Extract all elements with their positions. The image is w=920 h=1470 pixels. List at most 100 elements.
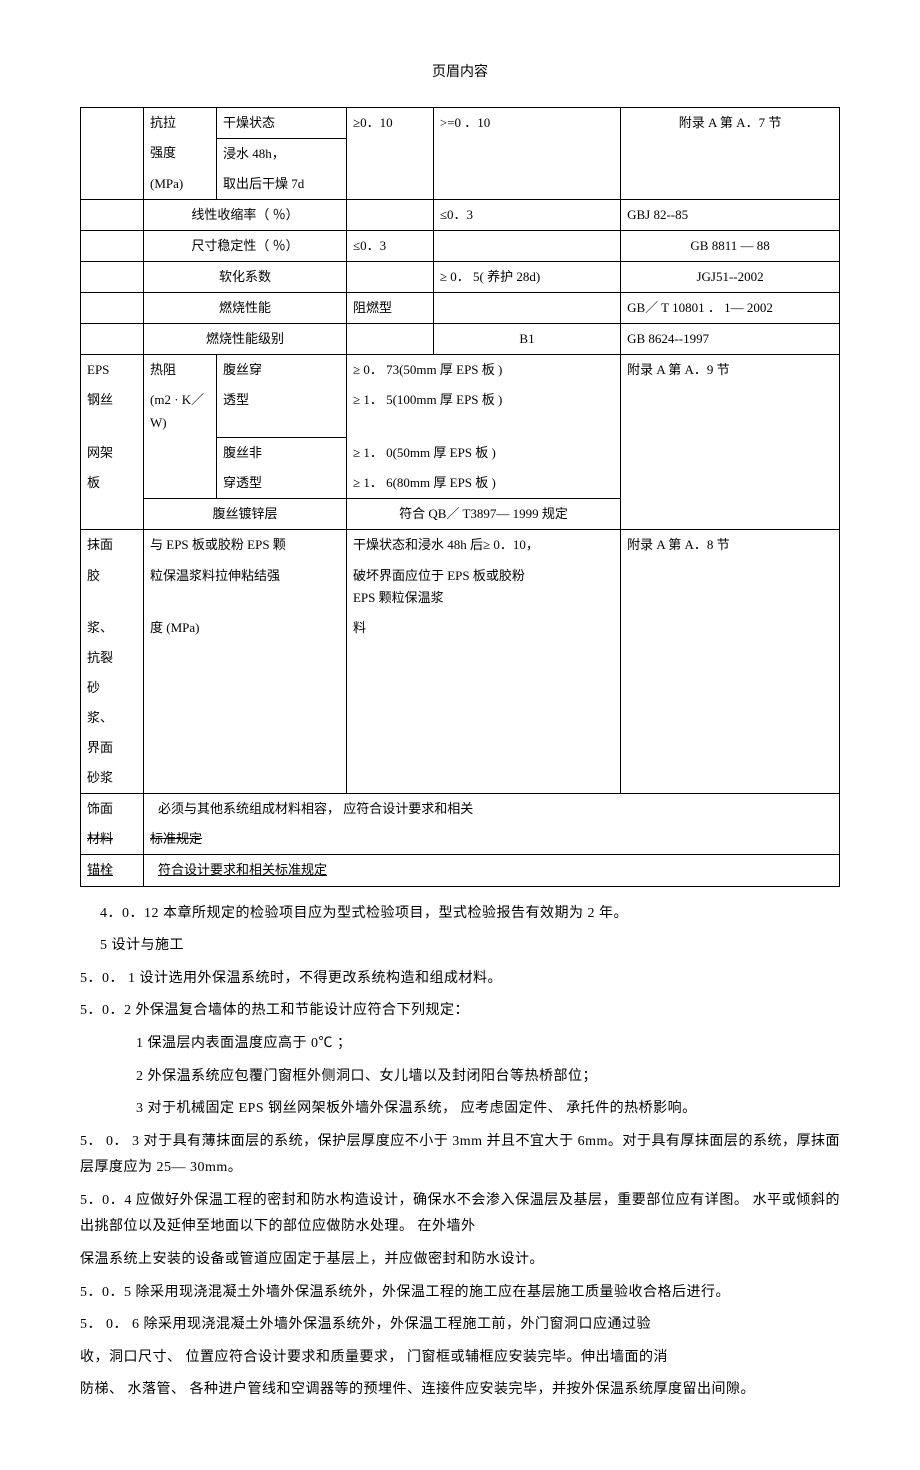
- paragraph: 5．0． 1 设计选用外保温系统时，不得更改系统构造和组成材料。: [80, 966, 840, 993]
- cell: [144, 673, 347, 703]
- spec-table: 抗拉 干燥状态 ≥0．10 >=0 ．10 附录 A 第 A．7 节 强度 浸水…: [80, 107, 840, 887]
- table-row: 腹丝镀锌层 符合 QB／ T3897— 1999 规定: [81, 499, 840, 530]
- table-row: 钢丝 (m2 · K／ W) 透型 ≥ 1． 5(100mm 厚 EPS 板 ): [81, 385, 840, 437]
- cell: >=0 ．10: [433, 107, 620, 138]
- cell: [81, 138, 144, 169]
- cell: [621, 438, 840, 469]
- cell: [346, 169, 433, 200]
- paragraph: 保温系统上安装的设备或管道应固定于基层上，并应做密封和防水设计。: [80, 1247, 840, 1274]
- cell: 符合设计要求和相关标准规定: [144, 855, 840, 886]
- paragraph: 收，洞口尺寸、 位置应符合设计要求和质量要求， 门窗框或辅框应安装完毕。伸出墙面…: [80, 1345, 840, 1372]
- table-row: 板 穿透型 ≥ 1． 6(80mm 厚 EPS 板 ): [81, 468, 840, 499]
- cell: 抗裂: [81, 643, 144, 673]
- cell: 标准规定: [144, 824, 840, 855]
- cell: 干燥状态: [217, 107, 347, 138]
- cell: [144, 438, 217, 469]
- paragraph: 4．0．12 本章所规定的检验项目应为型式检验项目，型式检验报告有效期为 2 年…: [80, 901, 840, 928]
- cell: 尺寸稳定性（ ％）: [144, 230, 347, 261]
- cell: 胶: [81, 561, 144, 613]
- table-row: 尺寸稳定性（ ％） ≤0．3 GB 8811 — 88: [81, 230, 840, 261]
- cell: 网架: [81, 438, 144, 469]
- cell: [346, 733, 620, 763]
- paragraph: 5．0．5 除采用现浇混凝土外墙外保温系统外，外保温工程的施工应在基层施工质量验…: [80, 1280, 840, 1307]
- cell: 材料: [81, 824, 144, 855]
- cell: GBJ 82--85: [621, 199, 840, 230]
- cell: [621, 763, 840, 794]
- table-row: 材料 标准规定: [81, 824, 840, 855]
- cell: 强度: [144, 138, 217, 169]
- cell: 燃烧性能: [144, 293, 347, 324]
- cell: 符合 QB／ T3897— 1999 规定: [346, 499, 620, 530]
- cell: [81, 230, 144, 261]
- cell: [144, 733, 347, 763]
- paragraph: 5 设计与施工: [80, 933, 840, 960]
- table-row: EPS 热阻 腹丝穿 ≥ 0． 73(50mm 厚 EPS 板 ) 附录 A 第…: [81, 355, 840, 386]
- cell: GB／ T 10801 ． 1— 2002: [621, 293, 840, 324]
- table-row: 强度 浸水 48h，: [81, 138, 840, 169]
- cell: [621, 613, 840, 643]
- table-row: 网架 腹丝非 ≥ 1． 0(50mm 厚 EPS 板 ): [81, 438, 840, 469]
- paragraph: 5．0．4 应做好外保温工程的密封和防水构造设计，确保水不会渗入保温层及基层，重…: [80, 1188, 840, 1241]
- cell: 钢丝: [81, 385, 144, 437]
- cell: 浆、: [81, 613, 144, 643]
- paragraph: 5． 0． 6 除采用现浇混凝土外墙外保温系统外，外保温工程施工前，外门窗洞口应…: [80, 1312, 840, 1339]
- cell: 腹丝镀锌层: [144, 499, 347, 530]
- cell: [346, 763, 620, 794]
- cell: 饰面: [81, 794, 144, 825]
- cell: ≥ 1． 0(50mm 厚 EPS 板 ): [346, 438, 620, 469]
- cell: [81, 199, 144, 230]
- cell: 度 (MPa): [144, 613, 347, 643]
- cell: [81, 169, 144, 200]
- cell: [621, 643, 840, 673]
- paragraph: 2 外保温系统应包覆门窗框外侧洞口、女儿墙以及封闭阳台等热桥部位；: [80, 1064, 840, 1091]
- cell: 腹丝穿: [217, 355, 347, 386]
- cell: [621, 138, 840, 169]
- table-row: 抗裂: [81, 643, 840, 673]
- cell: 抹面: [81, 530, 144, 561]
- cell: GB 8624--1997: [621, 324, 840, 355]
- table-row: 胶 粒保温浆料拉伸粘结强 破坏界面应位于 EPS 板或胶粉 EPS 颗粒保温浆: [81, 561, 840, 613]
- table-row: (MPa) 取出后干燥 7d: [81, 169, 840, 200]
- cell: 附录 A 第 A．9 节: [621, 355, 840, 386]
- cell: ≥0．10: [346, 107, 433, 138]
- cell: 线性收缩率（ ％）: [144, 199, 347, 230]
- cell: [621, 733, 840, 763]
- page-container: 页眉内容 抗拉 干燥状态 ≥0．10 >=0 ．10 附录 A 第 A．7 节 …: [0, 0, 920, 1470]
- cell: [144, 763, 347, 794]
- cell: 软化系数: [144, 262, 347, 293]
- cell: ≥ 1． 6(80mm 厚 EPS 板 ): [346, 468, 620, 499]
- cell: 粒保温浆料拉伸粘结强: [144, 561, 347, 613]
- cell: ≤0．3: [346, 230, 433, 261]
- cell: 附录 A 第 A．7 节: [621, 107, 840, 138]
- cell: ≤0．3: [433, 199, 620, 230]
- cell: [81, 499, 144, 530]
- cell: 必须与其他系统组成材料相容， 应符合设计要求和相关: [144, 794, 840, 825]
- cell: ≥ 0． 73(50mm 厚 EPS 板 ): [346, 355, 620, 386]
- table-row: 燃烧性能级别 B1 GB 8624--1997: [81, 324, 840, 355]
- cell: 破坏界面应位于 EPS 板或胶粉 EPS 颗粒保温浆: [346, 561, 620, 613]
- cell: 浆、: [81, 703, 144, 733]
- cell: [144, 468, 217, 499]
- cell: 砂: [81, 673, 144, 703]
- cell: 浸水 48h，: [217, 138, 347, 169]
- cell: 热阻: [144, 355, 217, 386]
- cell: 板: [81, 468, 144, 499]
- cell: [433, 293, 620, 324]
- cell: EPS: [81, 355, 144, 386]
- cell: [346, 643, 620, 673]
- page-header: 页眉内容: [80, 60, 840, 87]
- paragraph: 5．0．2 外保温复合墙体的热工和节能设计应符合下列规定：: [80, 998, 840, 1025]
- cell: 燃烧性能级别: [144, 324, 347, 355]
- cell: [346, 262, 433, 293]
- cell: 透型: [217, 385, 347, 437]
- cell: 附录 A 第 A．8 节: [621, 530, 840, 561]
- cell: [346, 673, 620, 703]
- cell: ≥ 0． 5( 养护 28d): [433, 262, 620, 293]
- cell: 砂浆: [81, 763, 144, 794]
- table-row: 抗拉 干燥状态 ≥0．10 >=0 ．10 附录 A 第 A．7 节: [81, 107, 840, 138]
- cell: 穿透型: [217, 468, 347, 499]
- cell: [81, 107, 144, 138]
- table-row: 软化系数 ≥ 0． 5( 养护 28d) JGJ51--2002: [81, 262, 840, 293]
- cell: [621, 169, 840, 200]
- cell: 腹丝非: [217, 438, 347, 469]
